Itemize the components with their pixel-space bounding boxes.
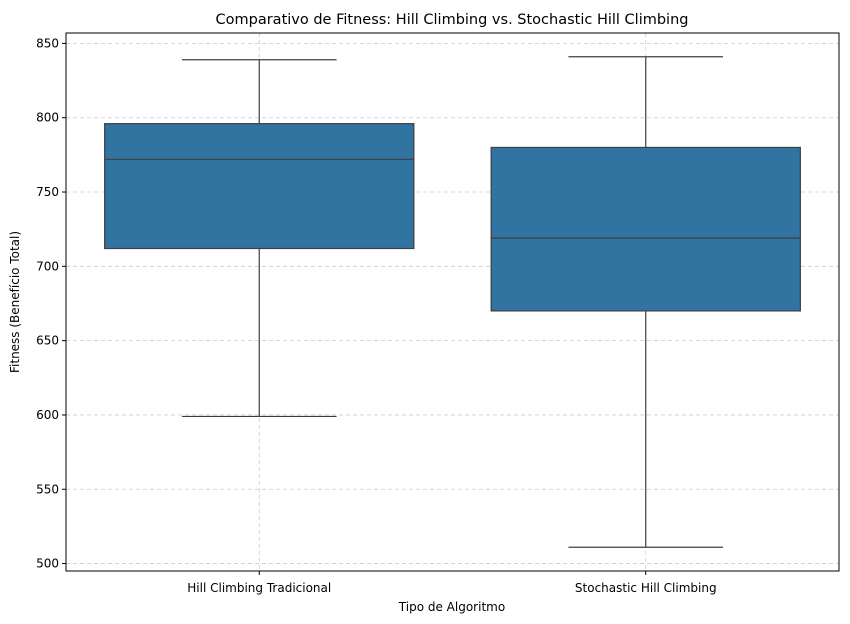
x-tick-label: Stochastic Hill Climbing xyxy=(575,581,717,595)
x-axis-ticks: Hill Climbing Tradicional Stochastic Hill… xyxy=(187,571,717,595)
x-tick-label: Hill Climbing Tradicional xyxy=(187,581,331,595)
y-tick-label: 500 xyxy=(36,557,59,571)
x-axis-title: Tipo de Algoritmo xyxy=(398,600,505,614)
y-axis-title: Fitness (Benefício Total) xyxy=(8,231,22,373)
y-tick-label: 650 xyxy=(36,334,59,348)
boxes xyxy=(104,56,801,548)
y-tick-label: 600 xyxy=(36,408,59,422)
iqr-box xyxy=(104,123,415,250)
box-1 xyxy=(104,59,415,418)
box-2 xyxy=(490,56,801,548)
y-tick-label: 700 xyxy=(36,259,59,273)
y-tick-label: 800 xyxy=(36,111,59,125)
y-tick-label: 550 xyxy=(36,482,59,496)
plot-frame xyxy=(65,32,840,572)
chart-title: Comparativo de Fitness: Hill Climbing vs… xyxy=(216,12,689,28)
y-tick-label: 850 xyxy=(36,36,59,50)
y-axis-ticks: 500 550 600 650 700 750 800 850 xyxy=(36,36,66,571)
y-tick-label: 750 xyxy=(36,185,59,199)
iqr-box xyxy=(490,146,801,312)
